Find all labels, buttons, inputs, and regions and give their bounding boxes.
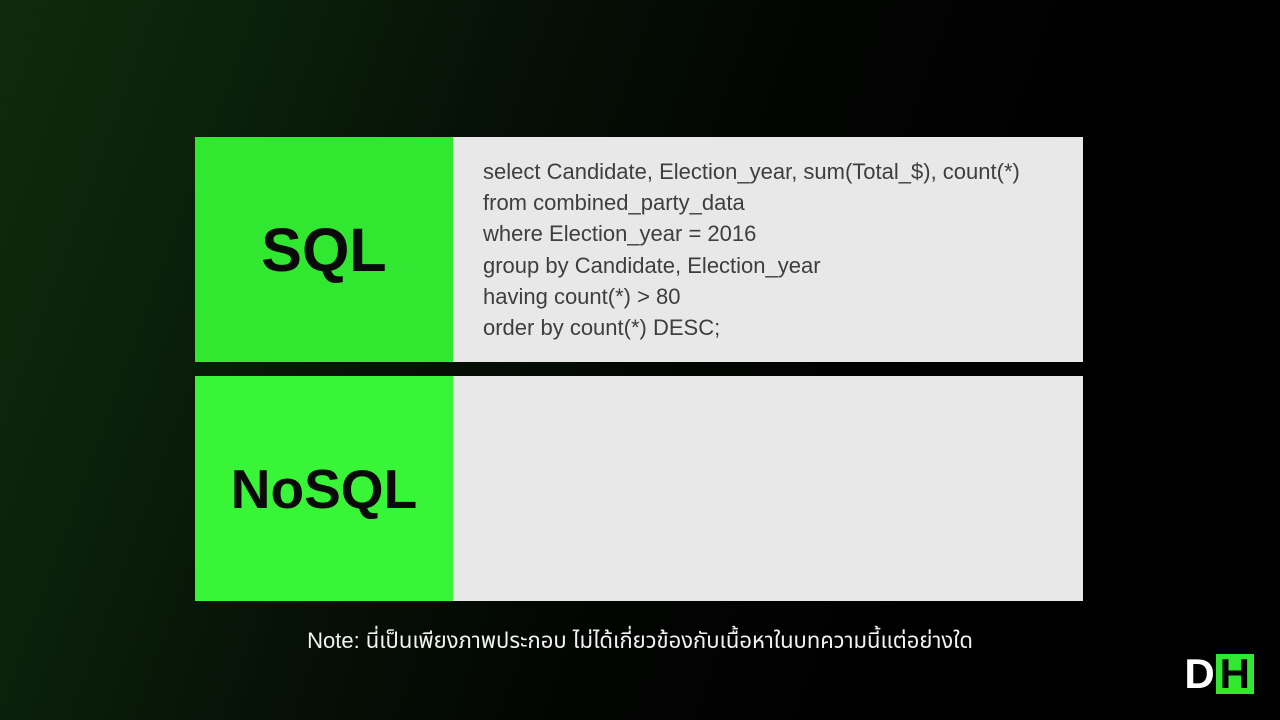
sql-code-line: order by count(*) DESC;: [483, 312, 1053, 343]
sql-code-line: select Candidate, Election_year, sum(Tot…: [483, 156, 1053, 187]
sql-code-line: group by Candidate, Election_year: [483, 250, 1053, 281]
sql-content-cell: select Candidate, Election_year, sum(Tot…: [453, 137, 1083, 362]
sql-label: SQL: [261, 215, 386, 285]
logo-letter-d: D: [1184, 650, 1213, 698]
footer-note: Note: นี่เป็นเพียงภาพประกอบ ไม่ได้เกี่ยว…: [0, 625, 1280, 658]
sql-label-cell: SQL: [195, 137, 453, 362]
sql-code-line: from combined_party_data: [483, 187, 1053, 218]
logo-letter-h: H: [1216, 654, 1254, 694]
row-nosql: NoSQL: [195, 376, 1083, 601]
nosql-label-cell: NoSQL: [195, 376, 453, 601]
row-sql: SQL select Candidate, Election_year, sum…: [195, 137, 1083, 362]
nosql-label: NoSQL: [231, 457, 417, 521]
sql-code-line: where Election_year = 2016: [483, 218, 1053, 249]
nosql-content-cell: [453, 376, 1083, 601]
logo: D H: [1184, 650, 1254, 698]
sql-code-line: having count(*) > 80: [483, 281, 1053, 312]
comparison-table: SQL select Candidate, Election_year, sum…: [195, 137, 1083, 615]
